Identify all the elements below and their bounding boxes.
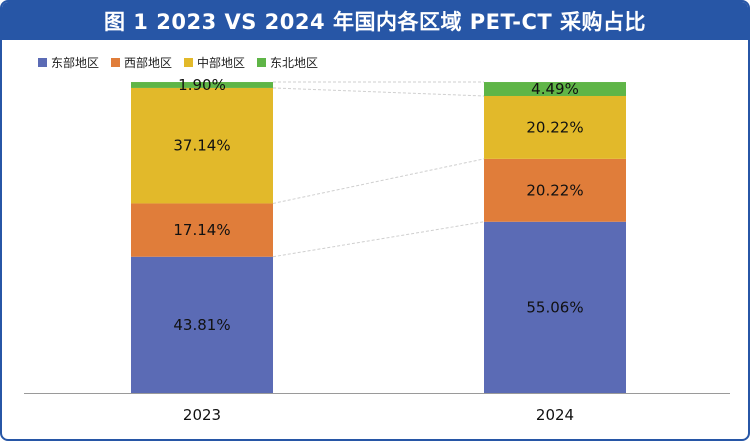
legend-item: 中部地区 <box>184 54 245 71</box>
data-label: 37.14% <box>173 137 230 155</box>
x-tick-label: 2023 <box>183 406 221 424</box>
bar-segment <box>131 256 273 393</box>
chart-title: 图 1 2023 VS 2024 年国内各区域 PET-CT 采购占比 <box>2 2 748 40</box>
legend-item: 东北地区 <box>257 54 318 71</box>
bar-segment <box>484 221 626 393</box>
bar-segment <box>131 82 273 88</box>
legend-swatch <box>38 58 47 67</box>
bar-segment <box>131 203 273 257</box>
bar-segment <box>484 95 626 159</box>
data-label: 17.14% <box>173 221 230 239</box>
bar-segment <box>131 87 273 204</box>
legend-label: 西部地区 <box>124 56 173 70</box>
legend-label: 中部地区 <box>197 56 246 70</box>
legend-label: 东部地区 <box>51 56 100 70</box>
legend-swatch <box>184 58 194 67</box>
data-label: 20.22% <box>526 181 583 199</box>
legend-item: 西部地区 <box>111 54 172 71</box>
connector-line <box>272 87 485 97</box>
data-label: 43.81% <box>173 316 230 334</box>
data-label: 4.49% <box>531 80 579 98</box>
x-tick-label: 2024 <box>536 406 574 424</box>
legend-label: 东北地区 <box>270 56 319 70</box>
legend-swatch <box>257 58 267 67</box>
legend: 东部地区 西部地区 中部地区 东北地区 <box>38 54 318 71</box>
data-label: 20.22% <box>526 118 583 136</box>
data-label: 55.06% <box>526 298 583 316</box>
data-label: 1.90% <box>178 76 226 94</box>
bar-segment <box>484 82 626 96</box>
legend-item: 东部地区 <box>38 54 99 71</box>
bar-segment <box>484 158 626 222</box>
connector-line <box>272 221 485 258</box>
legend-swatch <box>111 58 121 67</box>
connector-line <box>272 158 485 204</box>
